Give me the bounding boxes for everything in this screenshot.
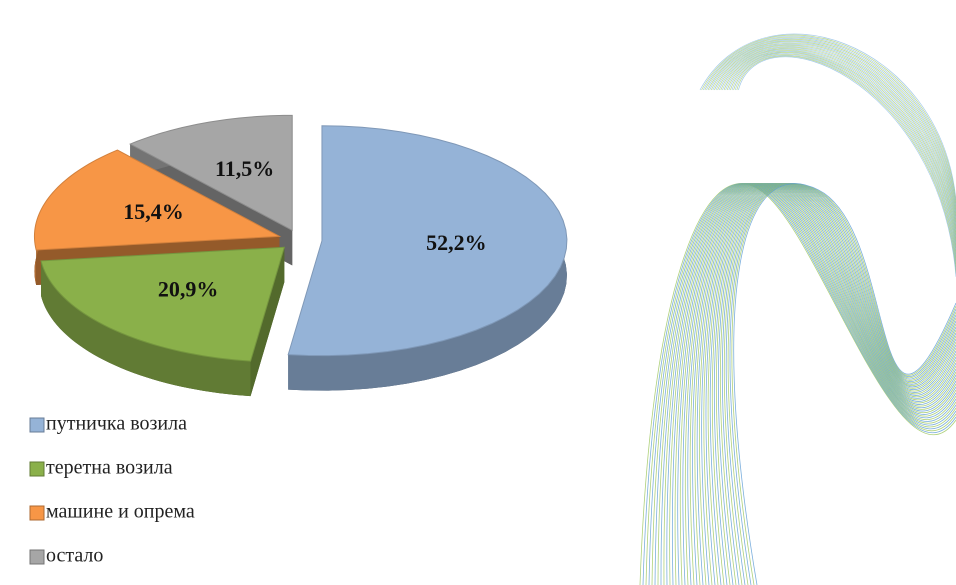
decoration-line: [730, 184, 956, 585]
legend-label: машине и опрема: [46, 501, 195, 523]
legend-label: теретна возила: [46, 457, 173, 479]
legend-label: остало: [46, 545, 103, 567]
legend-label: путничка возила: [46, 413, 187, 435]
slice-top: [41, 247, 284, 361]
slice: 52,2%: [288, 126, 567, 391]
legend: путничка возила теретна возила машине и оп…: [30, 413, 195, 567]
legend-swatch: [30, 418, 44, 432]
legend-swatch: [30, 506, 44, 520]
decoration: [640, 34, 956, 585]
decoration-line: [710, 184, 956, 585]
legend-swatch: [30, 550, 44, 564]
value-label: 15,4%: [123, 199, 184, 224]
value-label: 20,9%: [158, 277, 219, 302]
decoration-line: [734, 184, 956, 585]
decoration-line: [726, 50, 956, 252]
value-label: 11,5%: [215, 156, 274, 181]
legend-swatch: [30, 462, 44, 476]
slice: 20,9%: [41, 247, 284, 396]
decoration-line: [732, 53, 956, 264]
value-label: 52,2%: [426, 230, 487, 255]
pie: 11,5% 15,4% 52,2% 20,9%: [34, 115, 566, 396]
decoration-line: [737, 56, 956, 274]
chart: 11,5% 15,4% 52,2% 20,9% путничка возила тере…: [0, 0, 956, 585]
decoration-line: [716, 184, 956, 585]
